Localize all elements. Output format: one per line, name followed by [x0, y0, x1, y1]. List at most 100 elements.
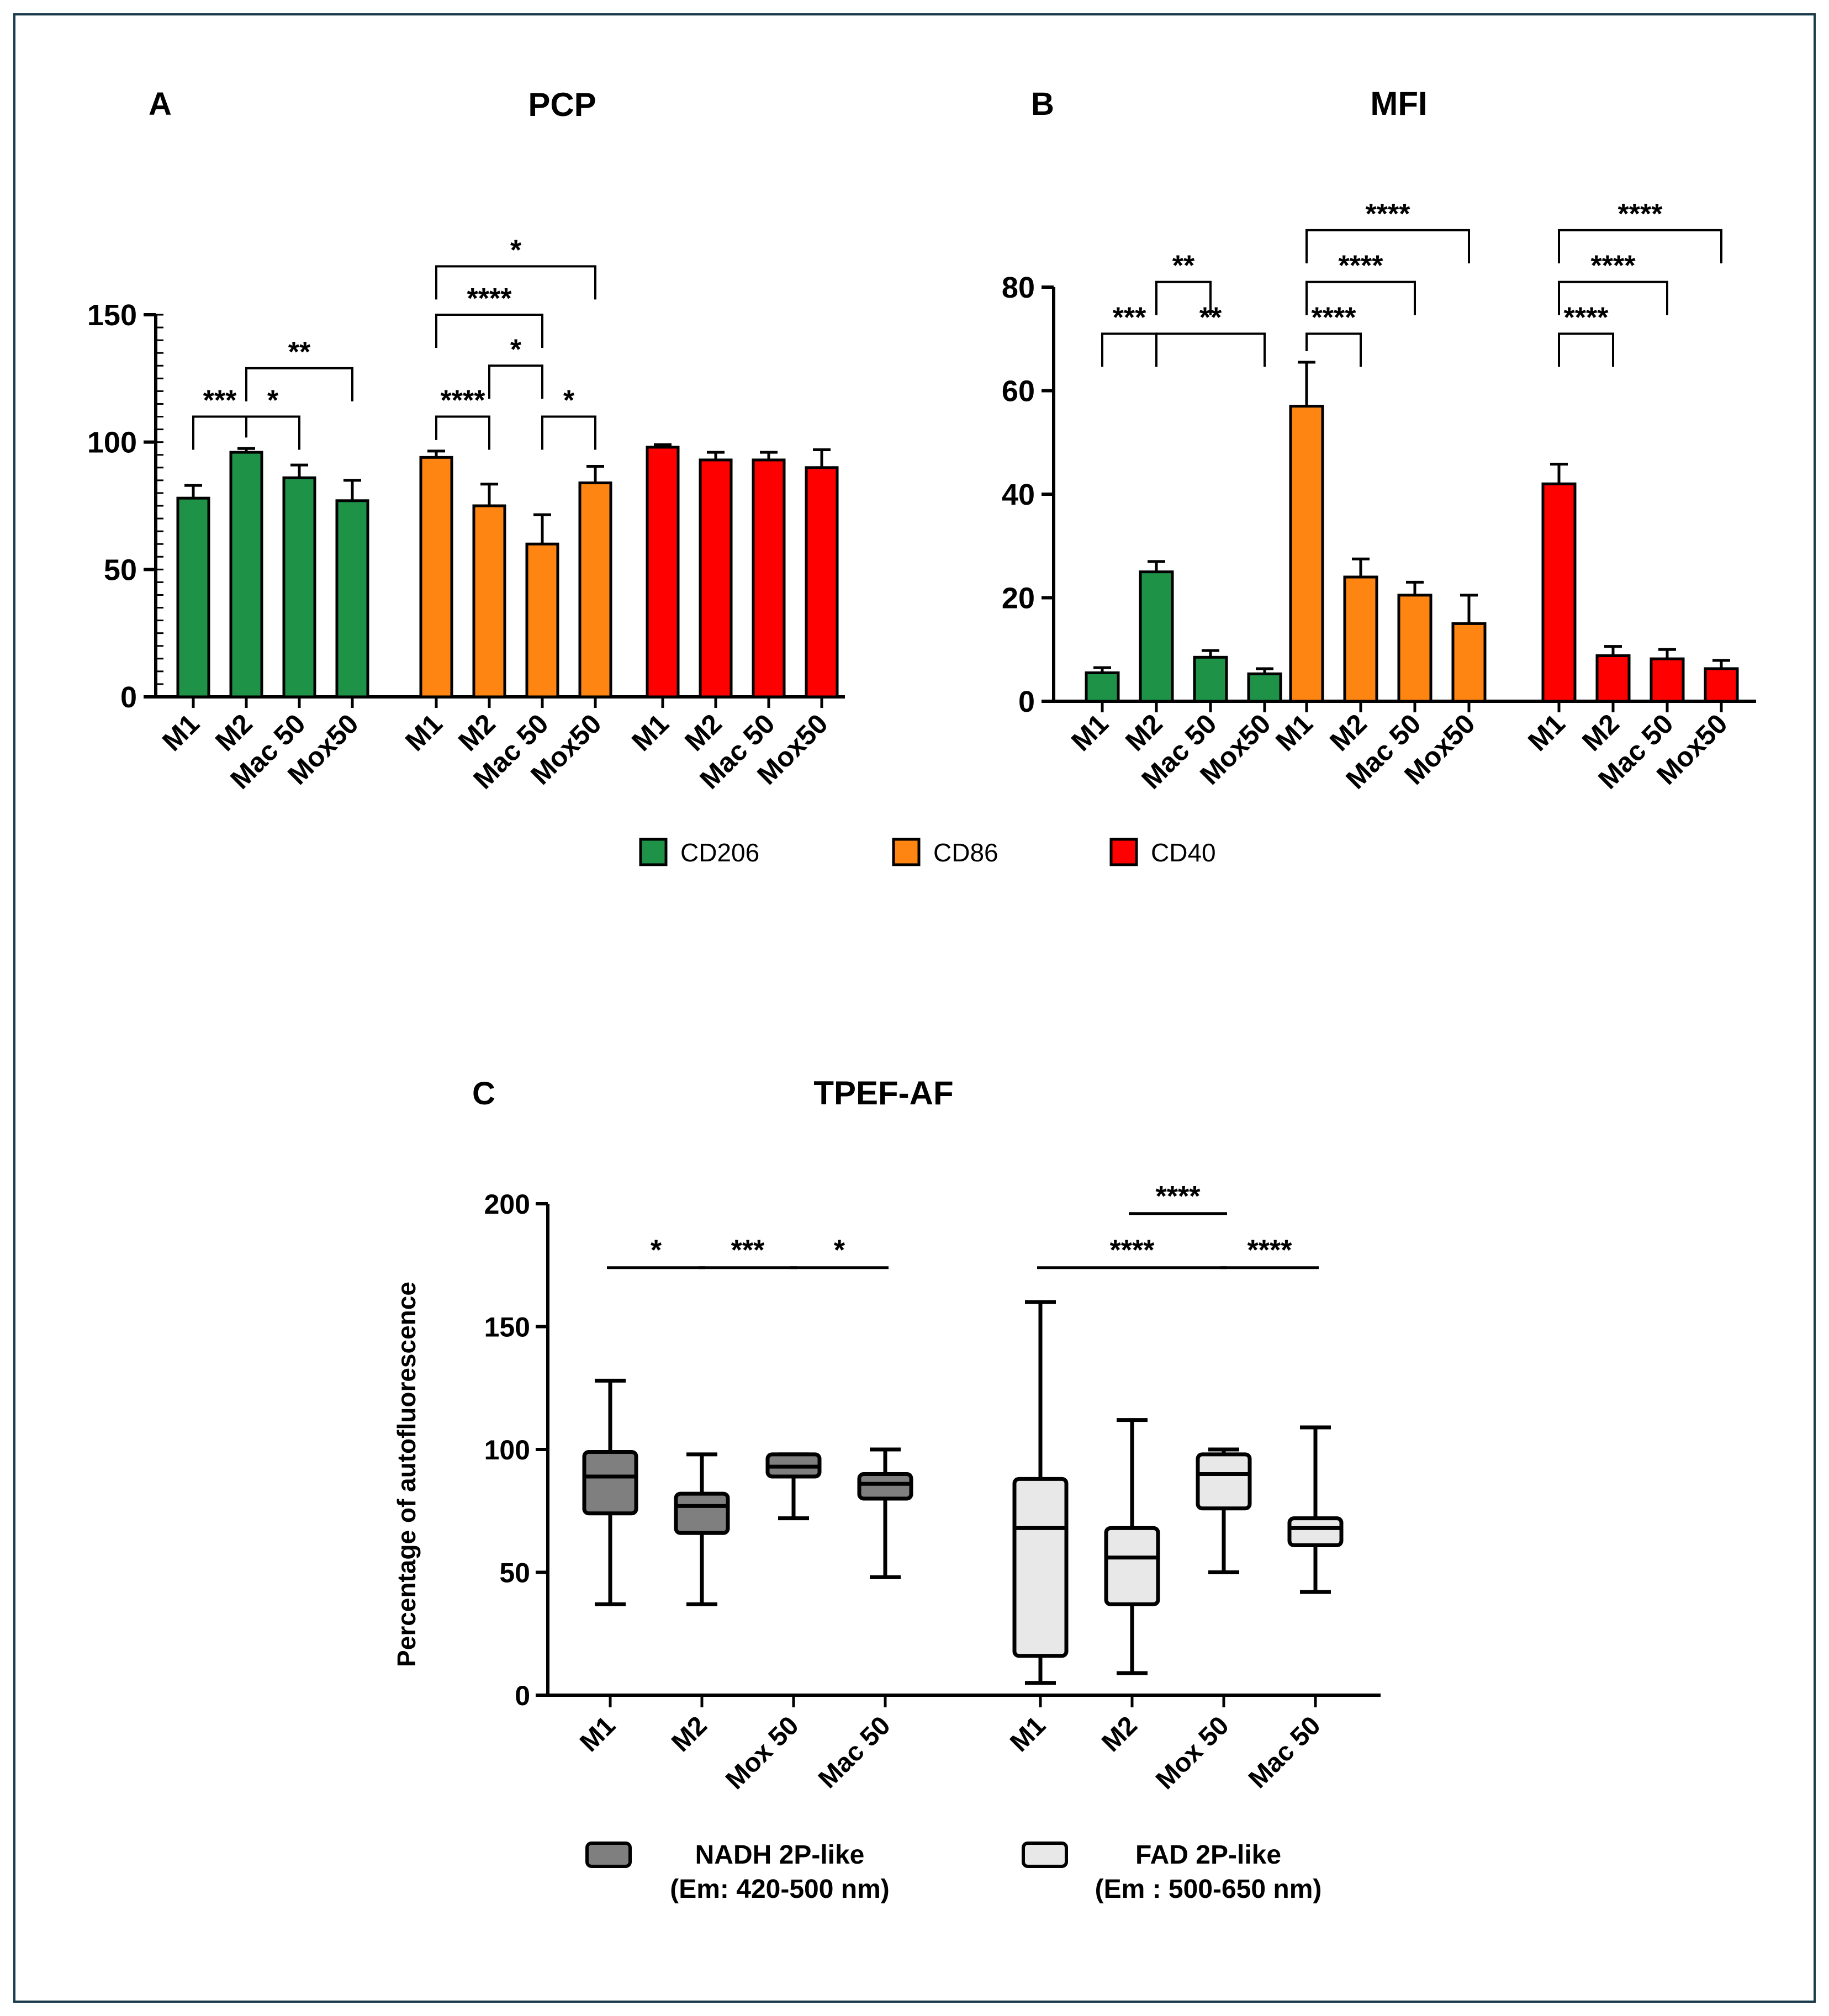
box: [857, 1472, 913, 1501]
box: [674, 1491, 730, 1535]
significance-bracket: [1101, 332, 1157, 367]
x-tick-label: M2: [1096, 1711, 1143, 1758]
bar-cd206: [1139, 570, 1174, 703]
legend-swatch: [639, 838, 668, 866]
y-tick-label: 20: [1002, 582, 1035, 615]
y-tick-label: 200: [484, 1189, 530, 1220]
bar-cd86: [1397, 594, 1432, 703]
y-tick-label: 100: [484, 1435, 530, 1465]
legend-sublabel: (Em: 420-500 nm): [670, 1875, 889, 1904]
panel-a-label: A: [149, 86, 172, 122]
bar-cd40: [805, 466, 839, 699]
significance-label: **: [1172, 250, 1195, 282]
x-tick-label: Mox 50: [720, 1711, 805, 1795]
significance-label: *: [834, 1235, 845, 1267]
panel-c: C TPEF-AF Percentage of autofluorescence…: [392, 1075, 1381, 1795]
bar-cd86: [578, 481, 612, 699]
significance-label: ****: [1247, 1235, 1293, 1267]
significance-bracket: [1155, 281, 1212, 315]
bar-cd206: [1193, 655, 1228, 703]
x-tick-label: Mac 50: [813, 1711, 896, 1794]
bar-cd206: [176, 496, 210, 699]
significance-bracket: [435, 314, 543, 348]
legend-label: NADH 2P-like: [695, 1840, 865, 1870]
significance-label: *: [510, 334, 522, 366]
significance-bracket: [245, 367, 353, 401]
bar-cd86: [1343, 575, 1378, 703]
autofluorescence-legend: NADH 2P-like (Em: 420-500 nm) FAD 2P-like (…: [585, 1840, 1322, 1904]
y-tick-label: 150: [484, 1312, 530, 1343]
x-tick-label: M1: [1065, 708, 1114, 757]
significance-label: ***: [203, 385, 237, 417]
legend-sublabel: (Em : 500-650 nm): [1095, 1875, 1322, 1904]
x-tick-label: M1: [574, 1711, 621, 1758]
bar-cd206: [1085, 671, 1120, 703]
legend-swatch: [892, 838, 921, 866]
significance-label: ****: [441, 385, 486, 417]
bar-cd206: [1247, 672, 1282, 703]
significance-label: ****: [1618, 198, 1663, 230]
bar-cd86: [1451, 622, 1487, 703]
panel-c-ylabel: Percentage of autofluorescence: [392, 1282, 421, 1667]
significance-bracket: [488, 364, 543, 399]
box: [582, 1449, 638, 1516]
significance-label: ****: [1366, 198, 1411, 230]
x-tick-label: M2: [666, 1711, 713, 1758]
significance-label: *: [267, 385, 279, 417]
y-tick-label: 60: [1002, 375, 1035, 408]
significance-bracket: [1305, 229, 1470, 263]
y-tick-label: 150: [87, 299, 137, 332]
panel-c-title: TPEF-AF: [813, 1075, 953, 1112]
y-tick-label: 100: [87, 426, 137, 459]
x-tick-label: M1: [156, 708, 205, 757]
box: [1104, 1526, 1160, 1606]
panel-a-title: PCP: [528, 86, 596, 123]
y-tick-label: 0: [120, 681, 137, 714]
legend-swatch: [1109, 838, 1138, 866]
significance-bracket: [541, 415, 596, 450]
figure-frame: [13, 13, 1816, 2003]
significance-label: ****: [1312, 301, 1357, 334]
bar-cd40: [699, 458, 733, 699]
significance-label: ****: [1339, 250, 1384, 282]
significance-label: ****: [1591, 250, 1636, 282]
significance-label: *: [651, 1235, 662, 1267]
significance-bracket: [435, 415, 490, 450]
significance-label: ****: [1156, 1181, 1201, 1213]
box: [1012, 1477, 1069, 1658]
legend-swatch: [585, 1842, 632, 1868]
panel-b-title: MFI: [1370, 85, 1427, 122]
significance-bracket: [1155, 332, 1266, 367]
significance-bracket: [1558, 229, 1722, 263]
bar-cd40: [646, 446, 680, 699]
significance-label: *: [563, 385, 575, 417]
bar-cd40: [1541, 482, 1577, 703]
y-tick-label: 0: [515, 1680, 530, 1711]
significance-label: ***: [731, 1235, 765, 1267]
panel-c-label: C: [472, 1076, 495, 1112]
significance-label: **: [288, 336, 311, 368]
box: [1196, 1452, 1252, 1511]
x-tick-label: M1: [1005, 1711, 1051, 1758]
significance-label: ****: [467, 283, 512, 315]
significance-bracket: [1558, 332, 1614, 367]
bar-cd40: [752, 458, 786, 699]
y-tick-label: 80: [1002, 271, 1035, 304]
legend-label: CD86: [933, 838, 998, 867]
legend-label: FAD 2P-like: [1135, 1840, 1281, 1870]
bar-cd40: [1650, 657, 1685, 703]
x-tick-label: M1: [1522, 708, 1571, 757]
x-tick-label: M1: [1270, 708, 1319, 757]
marker-legend: CD206 CD86 CD40: [639, 838, 1216, 867]
bar-cd206: [335, 499, 369, 699]
bar-cd206: [229, 451, 263, 699]
bar-cd86: [1289, 405, 1324, 703]
x-tick-label: M1: [399, 708, 448, 757]
significance-label: ****: [1564, 301, 1609, 334]
significance-bracket: [245, 415, 300, 450]
significance-bracket: [435, 265, 596, 300]
x-tick-label: Mac 50: [1243, 1711, 1326, 1794]
box: [1287, 1516, 1344, 1548]
significance-bracket: [192, 415, 247, 450]
